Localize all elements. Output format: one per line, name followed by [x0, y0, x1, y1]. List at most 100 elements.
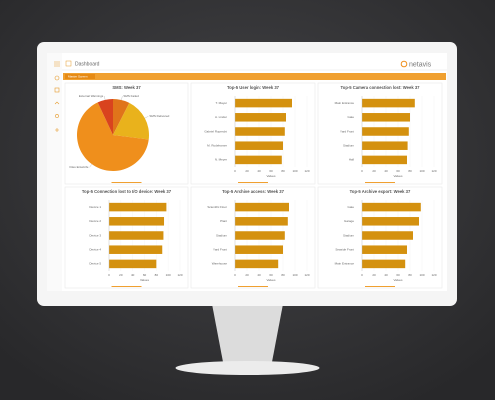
bar — [235, 113, 286, 122]
x-tick-label: 100 — [166, 273, 171, 277]
bar — [109, 245, 163, 254]
y-tick-label: Garage — [344, 219, 354, 223]
bar — [235, 231, 285, 240]
y-tick-label: N. Meyer — [215, 158, 227, 162]
panel-title: SMS: Week 37 — [112, 85, 141, 90]
x-tick-label: 60 — [143, 273, 147, 277]
y-tick-label: Main Entrance — [335, 101, 355, 105]
monitor-neck — [212, 304, 283, 362]
panel-accent — [238, 182, 268, 183]
nav-icon[interactable] — [54, 101, 60, 105]
x-axis-label: Values — [394, 174, 403, 178]
nav-icon[interactable] — [55, 114, 59, 118]
monitor-base — [175, 361, 320, 375]
x-tick-label: 60 — [269, 169, 273, 173]
x-axis-label: Values — [267, 278, 276, 282]
y-tick-label: Device 5 — [89, 262, 101, 266]
y-tick-label: Stadium — [343, 143, 355, 147]
leader-line — [89, 164, 92, 168]
bar — [109, 202, 167, 212]
y-tick-label: Warehouse — [212, 262, 228, 266]
x-tick-label: 60 — [396, 169, 400, 173]
slice-label: SMS Delivered — [149, 114, 169, 118]
y-tick-label: Yard Front — [213, 247, 227, 251]
pie-slice — [77, 102, 149, 171]
bar — [235, 141, 283, 150]
x-tick-label: 0 — [361, 273, 363, 277]
y-tick-label: Stadium — [343, 233, 355, 237]
y-tick-label: Plant — [220, 219, 227, 223]
x-tick-label: 120 — [304, 169, 309, 173]
y-tick-label: Device 1 — [89, 205, 101, 209]
menu-icon[interactable] — [54, 61, 60, 67]
nav-icon[interactable] — [55, 128, 59, 132]
panel-title: Top-5 User login: Week 37 — [227, 85, 280, 90]
y-tick-label: Scientific Floor — [207, 205, 227, 209]
x-tick-label: 80 — [281, 169, 285, 173]
sidebar — [47, 53, 62, 291]
x-tick-label: 0 — [361, 169, 363, 173]
sidebar-icons — [54, 61, 60, 132]
x-tick-label: 40 — [384, 169, 388, 173]
x-tick-label: 40 — [384, 273, 388, 277]
y-tick-label: Hall — [349, 158, 355, 162]
bar — [362, 231, 413, 240]
leader-line — [144, 116, 149, 119]
x-tick-label: 60 — [269, 273, 273, 277]
panel-accent — [111, 286, 142, 287]
bar — [235, 245, 283, 254]
x-axis-label: Values — [394, 278, 403, 282]
pie-slice — [97, 99, 113, 135]
x-tick-label: 0 — [234, 273, 236, 277]
x-tick-label: 80 — [408, 169, 412, 173]
y-tick-label: Device 3 — [89, 233, 101, 237]
y-tick-label: Device 4 — [89, 247, 101, 251]
leader-line — [121, 96, 123, 101]
x-tick-label: 40 — [257, 273, 261, 277]
x-tick-label: 100 — [292, 169, 297, 173]
y-tick-label: Gate — [347, 205, 354, 209]
y-tick-label: Yard Front — [340, 129, 354, 133]
x-tick-label: 40 — [257, 169, 261, 173]
nav-icon[interactable] — [54, 87, 60, 93]
x-tick-label: 80 — [155, 273, 159, 277]
slice-label: Files Entwürfe — [69, 165, 88, 169]
panel-accent — [365, 182, 395, 183]
panel-accent — [111, 182, 142, 183]
x-tick-label: 60 — [396, 273, 400, 277]
x-tick-label: 0 — [234, 169, 236, 173]
y-tick-label: Seaside Front — [335, 247, 354, 251]
logo: netavis — [409, 61, 432, 68]
tab-label[interactable]: Master Screen — [68, 74, 88, 78]
x-tick-label: 80 — [281, 273, 285, 277]
x-tick-label: 120 — [304, 273, 309, 277]
x-axis-label: Values — [140, 278, 149, 282]
x-tick-label: 100 — [292, 273, 297, 277]
bar — [109, 231, 164, 240]
panel-title: Top-5 Archive access: Week 37 — [222, 189, 285, 194]
y-tick-label: Gate — [347, 115, 354, 119]
nav-icon[interactable] — [54, 75, 60, 81]
x-tick-label: 20 — [372, 273, 376, 277]
bar — [235, 202, 289, 212]
tab[interactable] — [65, 74, 95, 79]
x-tick-label: 120 — [431, 169, 436, 173]
y-tick-label: Stadium — [216, 233, 228, 237]
panel-title: Top-5 Connection lost to I/O device: Wee… — [82, 189, 172, 194]
panel-title: Top-5 Archive export: Week 37 — [350, 189, 411, 194]
bar — [362, 141, 408, 150]
bar — [235, 259, 279, 269]
x-tick-label: 20 — [245, 169, 249, 173]
bar — [362, 245, 407, 254]
x-tick-label: 120 — [431, 273, 436, 277]
x-tick-label: 100 — [419, 273, 424, 277]
bar — [362, 202, 421, 212]
x-tick-label: 100 — [419, 169, 424, 173]
y-tick-label: T. Mayer — [215, 101, 227, 105]
bar — [235, 155, 282, 165]
y-tick-label: Main Entrance — [335, 262, 355, 266]
pie-slice — [113, 99, 130, 135]
x-tick-label: 20 — [119, 273, 123, 277]
panel-accent — [238, 286, 268, 287]
